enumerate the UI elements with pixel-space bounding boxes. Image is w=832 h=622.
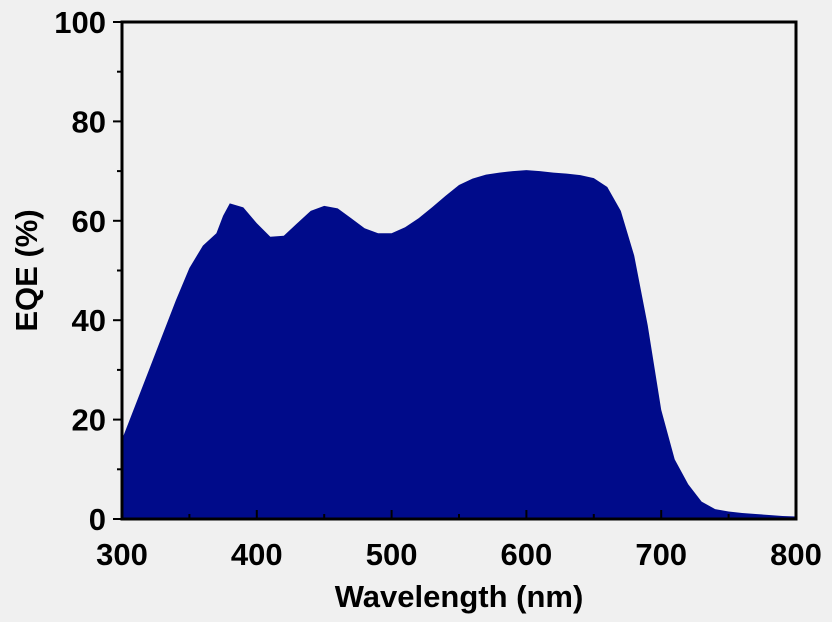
x-tick-label: 400	[231, 537, 283, 572]
x-axis-title: Wavelength (nm)	[335, 579, 584, 614]
y-tick-label: 40	[72, 303, 106, 338]
eqe-area-series	[122, 170, 796, 519]
y-tick-label: 20	[72, 403, 106, 438]
x-tick-label: 800	[770, 537, 822, 572]
y-tick-labels: 0 20 40 60 80 100	[54, 5, 106, 537]
x-tick-label: 300	[96, 537, 148, 572]
y-tick-label: 80	[72, 104, 106, 139]
y-axis-title: EQE (%)	[9, 209, 44, 331]
x-tick-label: 700	[635, 537, 687, 572]
x-tick-label: 600	[501, 537, 553, 572]
y-tick-label: 0	[89, 502, 106, 537]
x-tick-labels: 300 400 500 600 700 800	[96, 537, 822, 572]
plot-frame	[120, 20, 798, 521]
y-tick-label: 60	[72, 204, 106, 239]
x-tick-label: 500	[366, 537, 418, 572]
y-tick-label: 100	[54, 5, 106, 40]
